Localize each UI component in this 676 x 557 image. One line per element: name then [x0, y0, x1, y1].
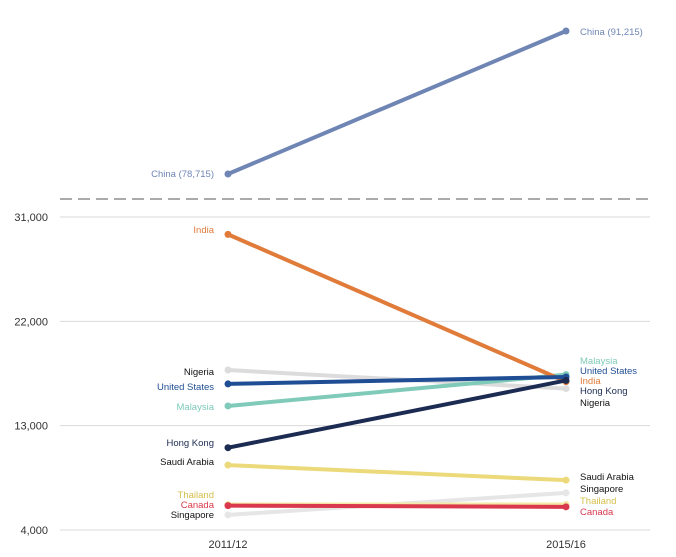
label-end-canada: Canada	[580, 507, 614, 518]
series-line-saudi-arabia	[226, 463, 568, 483]
y-tick-label: 31,000	[14, 212, 48, 224]
series-line-canada	[226, 503, 568, 509]
point-end-singapore	[562, 489, 570, 497]
label-end-china: China (91,215)	[580, 27, 643, 38]
label-start-thailand: Thailand	[178, 490, 214, 501]
y-tick-label: 4,000	[20, 525, 48, 537]
x-axis-categories: 2011/12 2015/16	[209, 539, 586, 551]
y-axis-ticks: 4,000 13,000 22,000 31,000	[14, 212, 48, 537]
series-line-china	[226, 29, 568, 176]
point-start-malaysia	[224, 402, 232, 410]
label-start-hong-kong: Hong Kong	[166, 438, 214, 449]
label-start-canada: Canada	[181, 500, 215, 511]
x-category-label: 2015/16	[546, 539, 586, 551]
series-line-united-states	[226, 374, 568, 386]
x-category-label: 2011/12	[209, 539, 248, 551]
label-start-united-states: United States	[157, 382, 214, 393]
series-line-hong-kong	[226, 378, 568, 450]
label-start-malaysia: Malaysia	[177, 402, 215, 413]
label-end-united-states: United States	[580, 366, 637, 377]
point-start-united-states	[224, 380, 232, 388]
gridlines	[60, 216, 650, 531]
point-end-hong-kong	[562, 376, 570, 384]
point-start-singapore	[224, 511, 232, 519]
label-start-india: India	[193, 225, 214, 236]
point-start-saudi-arabia	[224, 461, 232, 469]
series-labels: China (78,715) China (91,215) India India Ni…	[151, 27, 643, 521]
label-end-singapore: Singapore	[580, 484, 623, 495]
label-start-saudi-arabia: Saudi Arabia	[160, 457, 215, 468]
point-start-india	[224, 230, 232, 238]
point-start-hong-kong	[224, 444, 232, 452]
y-tick-label: 13,000	[14, 421, 48, 433]
series-lines	[224, 27, 570, 519]
series-line-india	[226, 232, 568, 384]
point-start-nigeria	[224, 366, 232, 374]
label-end-malaysia: Malaysia	[580, 356, 618, 367]
label-end-india: India	[580, 376, 601, 387]
label-start-china: China (78,715)	[151, 169, 214, 180]
point-end-china	[562, 27, 570, 35]
point-start-china	[224, 170, 232, 178]
label-start-singapore: Singapore	[171, 510, 214, 521]
point-end-saudi-arabia	[562, 476, 570, 484]
point-end-canada	[562, 503, 570, 511]
point-end-nigeria	[562, 385, 570, 393]
point-start-canada	[224, 502, 232, 510]
label-start-nigeria: Nigeria	[184, 367, 215, 378]
label-end-saudi-arabia: Saudi Arabia	[580, 472, 635, 483]
label-end-thailand: Thailand	[580, 496, 616, 507]
y-tick-label: 22,000	[14, 316, 48, 328]
label-end-nigeria: Nigeria	[580, 398, 611, 409]
label-end-hong-kong: Hong Kong	[580, 386, 628, 397]
